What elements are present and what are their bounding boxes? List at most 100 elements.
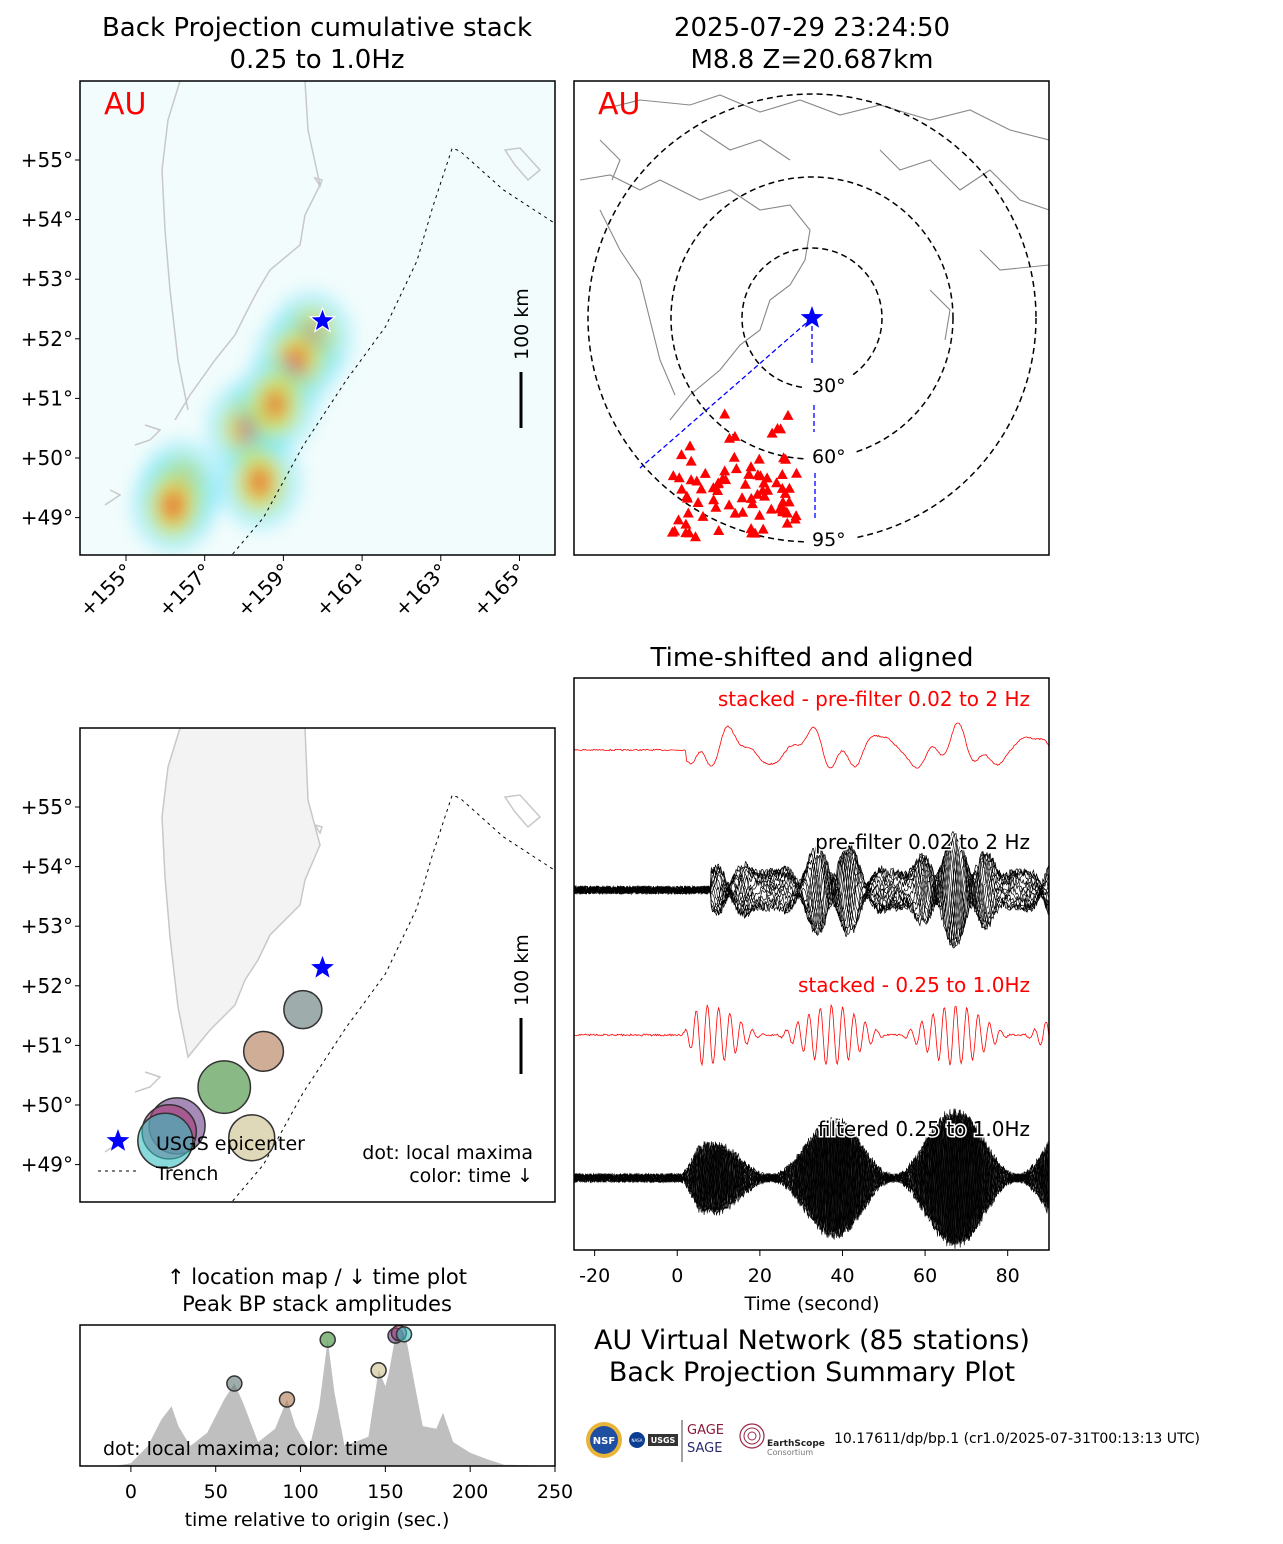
- usgs-logo: USGS: [648, 1434, 678, 1446]
- trace-label-stacked-filtered: stacked - 0.25 to 1.0Hz: [798, 973, 1030, 997]
- bp-map-title-1: Back Projection cumulative stack: [102, 13, 532, 43]
- heat-blob: [235, 358, 316, 451]
- station-marker: [752, 469, 764, 480]
- amplitude-area: [80, 1333, 555, 1466]
- station-marker: [710, 501, 722, 512]
- station-marker: [757, 484, 769, 495]
- station-marker: [684, 440, 696, 451]
- time-tick-label: 40: [830, 1265, 854, 1287]
- station-marker: [782, 409, 794, 420]
- station-marker: [723, 499, 735, 510]
- station-marker: [745, 492, 757, 503]
- station-marker: [695, 483, 707, 494]
- traces-title: Time-shifted and aligned: [650, 643, 974, 673]
- time-tick-label: 20: [748, 1265, 772, 1287]
- lon-tick-label: +155°: [75, 559, 138, 622]
- station-marker: [676, 483, 688, 494]
- amplitude-maximum-dot: [226, 1375, 243, 1392]
- network-tag: AU: [598, 87, 640, 122]
- station-marker: [783, 482, 795, 493]
- station-marker: [719, 465, 731, 476]
- station-marker: [765, 503, 777, 514]
- local-maximum-dot: [137, 1112, 194, 1169]
- station-marker: [697, 510, 709, 521]
- ring-label: 30°: [812, 375, 846, 397]
- scale-bar-label: 100 km: [511, 288, 533, 360]
- maxima-note-2: color: time ↓: [409, 1165, 533, 1187]
- station-marker: [752, 488, 763, 499]
- station-marker: [691, 475, 703, 486]
- station-marker: [728, 451, 740, 462]
- event-magnitude-title: M8.8 Z=20.687km: [690, 45, 933, 75]
- station-marker: [766, 427, 778, 438]
- maxima-map-panel: +55° +54° +53° +52° +51° +50° +49° 100 km USGS…: [21, 727, 556, 1203]
- local-maximum-dot: [197, 1060, 252, 1115]
- amp-tick-label: 150: [367, 1481, 403, 1503]
- station-marker: [707, 482, 719, 493]
- world-coastlines: [579, 94, 1049, 421]
- legend-trench-label: Trench: [155, 1163, 218, 1185]
- amplitude-panel: ↑ location map / ↓ time plot Peak BP sta…: [79, 1265, 573, 1531]
- amplitude-maximum-dot: [319, 1331, 336, 1348]
- station-marker: [745, 461, 757, 472]
- event-time-title: 2025-07-29 23:24:50: [674, 13, 950, 43]
- time-tick-label: 60: [913, 1265, 937, 1287]
- scale-bar-label: 100 km: [511, 934, 533, 1006]
- station-marker: [730, 463, 742, 474]
- station-marker: [778, 452, 790, 463]
- lat-tick-label: +50°: [21, 1093, 73, 1117]
- earthscope-logo: EarthScope Consortium: [739, 1423, 825, 1457]
- summary-title-1: AU Virtual Network (85 stations): [594, 1325, 1030, 1356]
- station-marker: [667, 470, 679, 481]
- amplitude-maximum-dot: [278, 1391, 296, 1408]
- nasa-logo: NASA: [629, 1432, 645, 1448]
- earthscope-logo-subtext: Consortium: [767, 1448, 813, 1457]
- station-marker: [708, 494, 720, 505]
- station-marker: [673, 514, 684, 525]
- trace-line: [574, 722, 1049, 769]
- station-marker: [717, 473, 729, 484]
- station-marker: [776, 469, 788, 479]
- station-marker: [682, 507, 694, 518]
- station-markers: [666, 408, 802, 542]
- gage-logo-text: GAGE: [687, 1423, 724, 1438]
- lon-tick-label: +165°: [468, 559, 531, 622]
- amp-tick-label: 50: [204, 1481, 228, 1503]
- lat-tick-label: +52°: [21, 327, 73, 351]
- epicenter-star: [311, 955, 334, 978]
- local-maximum-dot: [228, 1114, 276, 1162]
- amplitude-maxima-dots: [226, 1325, 413, 1408]
- amp-tick-label: 0: [125, 1481, 137, 1503]
- station-marker: [729, 430, 741, 441]
- amp-tick-labels: 0 50 100 150 200 250: [125, 1466, 573, 1503]
- traces-panel: Time-shifted and aligned stacked - pre-f…: [573, 643, 1050, 1315]
- local-maximum-dot: [242, 1030, 285, 1073]
- amp-tick-label: 100: [282, 1481, 318, 1503]
- island-coastline: [313, 147, 542, 188]
- earthscope-logo-text: EarthScope: [767, 1439, 825, 1449]
- station-marker: [789, 513, 801, 524]
- station-marker: [680, 527, 692, 538]
- station-marker: [745, 523, 757, 534]
- ring-label: 60°: [812, 446, 846, 468]
- trace-label-filtered: filtered 0.25 to 1.0Hz: [818, 1117, 1030, 1141]
- station-marker: [699, 467, 711, 478]
- station-marker: [759, 490, 771, 501]
- lat-tick-label: +49°: [21, 506, 73, 530]
- amp-title-2: Peak BP stack amplitudes: [182, 1292, 452, 1316]
- station-marker: [775, 423, 787, 434]
- station-marker: [685, 455, 697, 466]
- lat-tick-label: +55°: [21, 795, 73, 819]
- epicenter-star: [800, 306, 824, 328]
- usgs-logo-text: USGS: [651, 1436, 676, 1445]
- sponsor-logos: NSF NASA USGS GAGE SAGE EarthScope Conso…: [586, 1420, 825, 1462]
- lat-tick-label: +50°: [21, 446, 73, 470]
- trace-label-stacked-prefilter: stacked - pre-filter 0.02 to 2 Hz: [718, 687, 1030, 711]
- legend-epicenter-label: USGS epicenter: [156, 1133, 305, 1155]
- station-marker: [676, 449, 687, 460]
- trace-line: [574, 1114, 1049, 1244]
- network-tag: AU: [104, 87, 146, 122]
- trace-series: [574, 1108, 1049, 1249]
- station-marker: [743, 468, 755, 479]
- heat-blob: [219, 435, 300, 528]
